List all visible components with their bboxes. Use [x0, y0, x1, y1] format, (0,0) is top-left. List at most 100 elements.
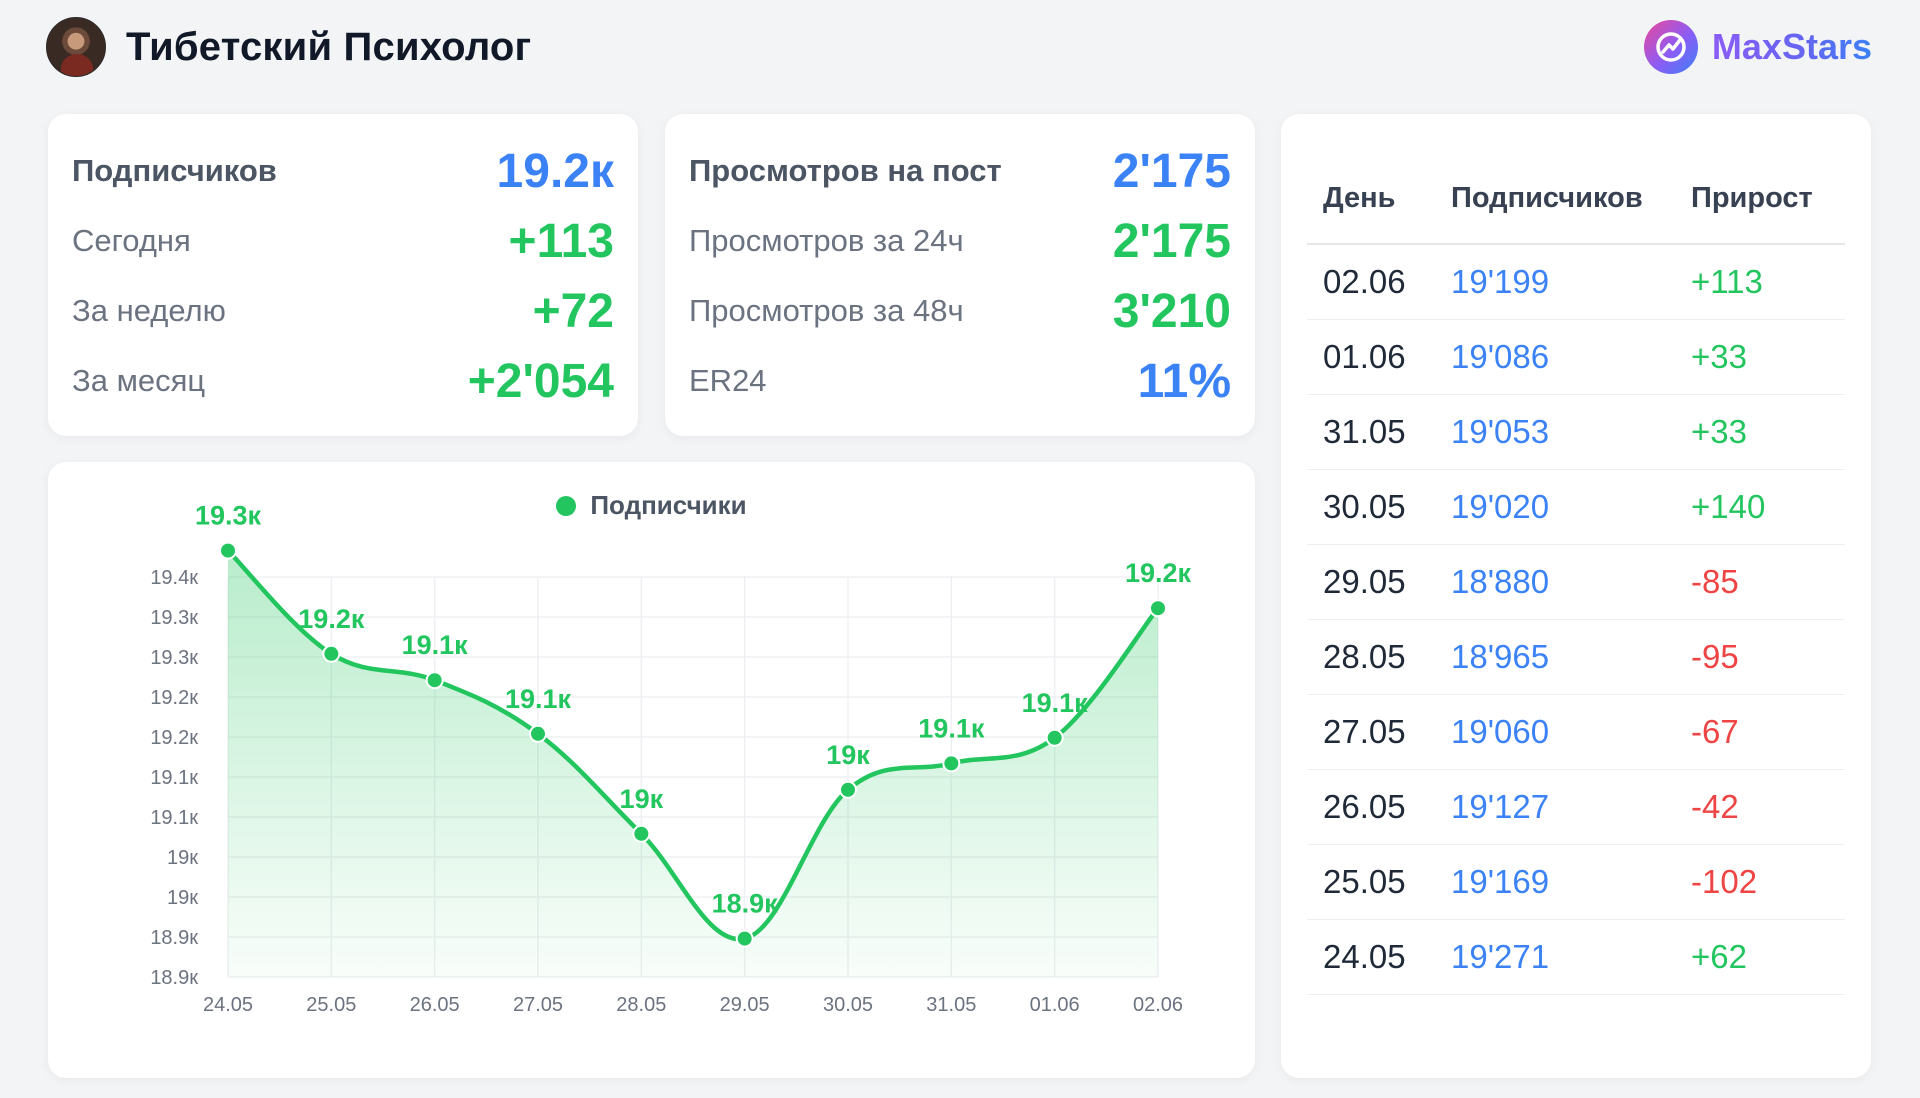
table-row[interactable]: 01.06 19'086 +33 [1307, 319, 1845, 395]
data-point [425, 671, 444, 690]
x-tick-label: 30.05 [823, 994, 873, 1016]
channel-header: Тибетский Психолог [46, 16, 531, 78]
stat-row: ER24 11% [689, 346, 1231, 416]
stat-row: За месяц +2'054 [72, 346, 614, 416]
data-point [219, 541, 237, 560]
table-row[interactable]: 31.05 19'053 +33 [1307, 394, 1845, 470]
cell-day: 31.05 [1307, 394, 1435, 470]
column-header-day: День [1307, 144, 1435, 245]
stat-row: Просмотров за 48ч 3'210 [689, 276, 1231, 346]
stat-row: Сегодня +113 [72, 206, 614, 276]
cell-day: 29.05 [1307, 544, 1435, 620]
stat-label: ER24 [689, 363, 767, 398]
x-tick-label: 27.05 [513, 994, 563, 1016]
daily-growth-table-card: День Подписчиков Прирост 02.06 19'199 +113… [1281, 114, 1871, 1078]
table-row[interactable]: 29.05 18'880 -85 [1307, 544, 1845, 620]
x-tick-label: 26.05 [410, 994, 460, 1016]
daily-growth-table: День Подписчиков Прирост 02.06 19'199 +113… [1307, 144, 1845, 995]
cell-growth: +113 [1675, 244, 1845, 320]
x-tick-label: 01.06 [1030, 994, 1080, 1016]
stat-row: Просмотров за 24ч 2'175 [689, 206, 1231, 276]
views-stats-card: Просмотров на пост 2'175 Просмотров за 24ч… [665, 114, 1255, 436]
stat-label: За месяц [72, 363, 206, 398]
cell-day: 02.06 [1307, 244, 1435, 320]
y-tick-label: 19к [167, 887, 198, 909]
cell-growth: -67 [1675, 694, 1845, 770]
cell-day: 27.05 [1307, 694, 1435, 770]
stat-label: Просмотров на пост [689, 153, 1002, 188]
data-point [942, 754, 961, 773]
cell-day: 25.05 [1307, 844, 1435, 920]
data-point [1149, 599, 1167, 618]
cell-growth: -85 [1675, 544, 1845, 620]
stat-row: Подписчиков 19.2к [72, 136, 614, 206]
stat-row: За неделю +72 [72, 276, 614, 346]
cell-subscribers: 19'060 [1435, 694, 1675, 770]
cell-subscribers: 19'020 [1435, 469, 1675, 545]
cell-subscribers: 19'271 [1435, 919, 1675, 995]
y-tick-label: 18.9к [150, 967, 198, 989]
data-label: 19.1к [918, 713, 985, 743]
data-label: 19.1к [402, 630, 469, 660]
table-row[interactable]: 30.05 19'020 +140 [1307, 469, 1845, 545]
x-tick-label: 24.05 [203, 994, 253, 1016]
data-label: 19.3к [195, 501, 262, 531]
cell-growth: +33 [1675, 319, 1845, 395]
table-row[interactable]: 28.05 18'965 -95 [1307, 619, 1845, 695]
cell-day: 24.05 [1307, 919, 1435, 995]
data-point [1045, 728, 1064, 747]
cell-growth: +33 [1675, 394, 1845, 470]
stat-label: Сегодня [72, 223, 191, 258]
stat-value: +2'054 [467, 354, 614, 408]
y-tick-label: 19.2к [150, 687, 198, 709]
data-point [322, 644, 341, 663]
cell-subscribers: 18'880 [1435, 544, 1675, 620]
y-tick-label: 19.3к [150, 647, 198, 669]
table-row[interactable]: 02.06 19'199 +113 [1307, 244, 1845, 320]
y-tick-label: 19к [167, 847, 198, 869]
x-tick-label: 28.05 [616, 994, 666, 1016]
data-point [632, 824, 651, 843]
table-row[interactable]: 26.05 19'127 -42 [1307, 769, 1845, 845]
data-label: 19.2к [1125, 558, 1192, 588]
data-label: 18.9к [712, 889, 779, 919]
cell-subscribers: 18'965 [1435, 619, 1675, 695]
stat-label: Подписчиков [72, 153, 277, 188]
series-area [228, 550, 1158, 977]
y-tick-label: 19.1к [150, 807, 198, 829]
brand[interactable]: MaxStars [1643, 18, 1872, 76]
data-point [735, 929, 754, 948]
avatar[interactable] [46, 17, 106, 77]
stat-label: Просмотров за 48ч [689, 293, 964, 328]
subscribers-chart-card: Подписчики 19.4к 19.3к 19.3к 19.2к 19.2к 19.1… [48, 462, 1255, 1078]
y-tick-label: 19.2к [150, 727, 198, 749]
table-row[interactable]: 27.05 19'060 -67 [1307, 694, 1845, 770]
chart-legend[interactable]: Подписчики [48, 490, 1255, 521]
stat-value: 11% [1137, 354, 1231, 408]
cell-day: 28.05 [1307, 619, 1435, 695]
x-tick-label: 29.05 [720, 994, 770, 1016]
cell-subscribers: 19'127 [1435, 769, 1675, 845]
y-tick-label: 19.1к [150, 767, 198, 789]
x-tick-label: 31.05 [926, 994, 976, 1016]
brand-name: MaxStars [1711, 26, 1872, 67]
cell-subscribers: 19'086 [1435, 319, 1675, 395]
data-label: 19.2к [298, 604, 365, 634]
cell-growth: -102 [1675, 844, 1845, 920]
y-tick-label: 18.9к [150, 927, 198, 949]
maxstars-logo-icon [1643, 20, 1698, 74]
stat-value: 2'175 [1112, 144, 1231, 198]
table-row[interactable]: 25.05 19'169 -102 [1307, 844, 1845, 920]
cell-subscribers: 19'169 [1435, 844, 1675, 920]
stat-label: Просмотров за 24ч [689, 223, 964, 258]
data-label: 19.1к [505, 684, 572, 714]
stat-value: 3'210 [1112, 284, 1231, 338]
stat-value: +113 [508, 214, 614, 268]
subscribers-stats-card: Подписчиков 19.2к Сегодня +113 За неделю +72 З… [48, 114, 638, 436]
page-title: Тибетский Психолог [126, 24, 532, 69]
stat-label: За неделю [72, 293, 226, 328]
stat-row: Просмотров на пост 2'175 [689, 136, 1231, 206]
cell-growth: -95 [1675, 619, 1845, 695]
table-row[interactable]: 24.05 19'271 +62 [1307, 919, 1845, 995]
cell-growth: +62 [1675, 919, 1845, 995]
